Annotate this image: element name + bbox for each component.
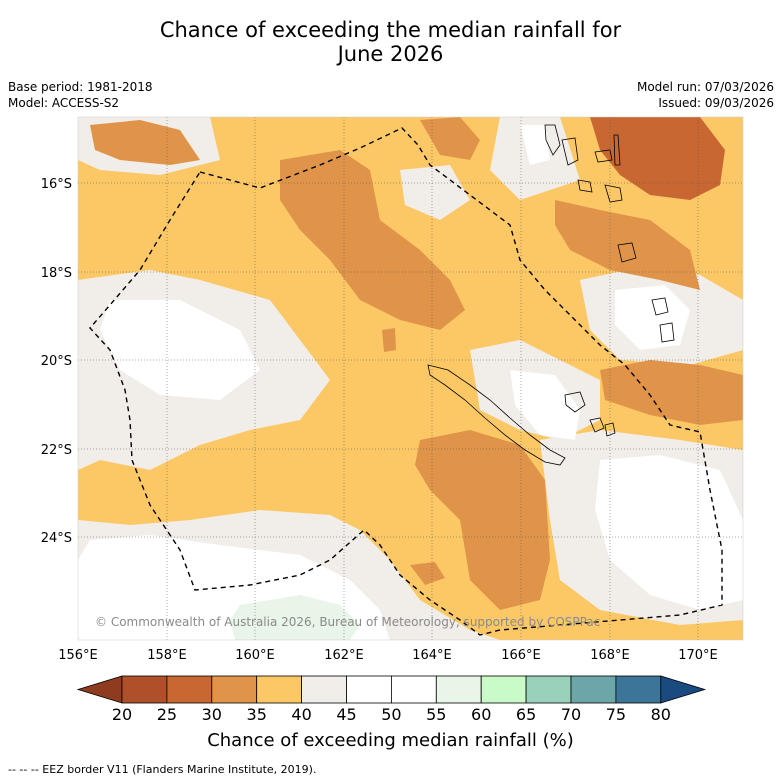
region-30-35-northwest <box>90 120 200 165</box>
vanuatu-island-9 <box>659 322 675 343</box>
vanuatu-island-1 <box>544 124 561 156</box>
base-period: Base period: 1981-2018 <box>8 80 153 94</box>
lat-tick-label: 20°S <box>41 354 72 369</box>
vanuatu-island-5 <box>604 184 623 203</box>
region-60-65-south <box>230 595 360 640</box>
colorbar-tick-label: 60 <box>471 705 491 724</box>
model-run: Model run: 07/03/2026 <box>636 80 774 94</box>
region-30-35-central <box>280 150 465 330</box>
loyalty-island-3 <box>604 422 616 437</box>
colorbar-swatch <box>256 675 303 704</box>
graticule <box>78 117 743 640</box>
region-30-35-south <box>415 430 550 610</box>
title-line-1: Chance of exceeding the median rainfall … <box>159 18 622 42</box>
region-50-60-east <box>595 455 743 610</box>
colorbar-tick-label: 50 <box>381 705 401 724</box>
colorbar-swatch <box>435 675 482 704</box>
colorbar-tick-label: 45 <box>336 705 356 724</box>
colorbar-swatch <box>570 675 617 704</box>
lon-tick-label: 170°E <box>678 648 718 663</box>
probability-field <box>78 117 743 640</box>
vanuatu-island-2 <box>561 137 579 166</box>
colorbar: 20 25 30 35 40 45 50 55 60 65 70 75 80 <box>76 675 707 724</box>
colorbar-title: Chance of exceeding median rainfall (%) <box>207 730 574 751</box>
colorbar-tick-label: 35 <box>247 705 267 724</box>
lat-tick-label: 22°S <box>41 443 72 458</box>
model-name: Model: ACCESS-S2 <box>8 96 120 110</box>
vanuatu-island-7 <box>617 242 637 263</box>
colorbar-tick-label: 40 <box>291 705 311 724</box>
colorbar-tick-label: 75 <box>606 705 626 724</box>
colorbar-tick-label: 70 <box>561 705 581 724</box>
colorbar-swatch <box>615 675 662 704</box>
vanuatu-island-4 <box>613 134 621 166</box>
region-30-35-east <box>600 360 743 425</box>
loyalty-island-1 <box>564 391 586 413</box>
eez-border <box>89 127 723 636</box>
lon-tick-labels: 156°E 158°E 160°E 162°E 164°E 166°E 168°… <box>58 648 718 663</box>
region-30-35-north <box>420 117 480 160</box>
region-30-35-small <box>410 562 445 585</box>
lon-tick-label: 164°E <box>412 648 452 663</box>
colorbar-swatch <box>390 675 437 704</box>
colorbar-tick-label: 65 <box>516 705 536 724</box>
colorbar-swatch <box>121 675 168 704</box>
region-50-60-west <box>100 300 260 400</box>
region-25-30-northeast <box>590 117 725 200</box>
colorbar-tick-label: 25 <box>157 705 177 724</box>
colorbar-swatch <box>346 675 392 704</box>
colorbar-extend-low <box>76 675 123 704</box>
region-30-35-speck <box>382 328 396 352</box>
vanuatu-island-6 <box>577 179 593 193</box>
new-caledonia-outline <box>427 364 566 466</box>
colorbar-tick-label: 80 <box>651 705 671 724</box>
map-frame <box>77 116 744 641</box>
lat-tick-label: 16°S <box>41 177 72 192</box>
region-50-60-loyalty <box>510 370 580 440</box>
vanuatu-island-8 <box>651 297 669 316</box>
colorbar-swatch <box>166 675 213 704</box>
lat-tick-label: 18°S <box>41 266 72 281</box>
colorbar-swatch <box>525 675 572 704</box>
colorbar-swatch <box>211 675 258 704</box>
lon-tick-label: 162°E <box>324 648 364 663</box>
colorbar-extend-high <box>660 675 707 704</box>
colorbar-tick-label: 20 <box>112 705 132 724</box>
eez-footnote: -- -- -- EEZ border V11 (Flanders Marine… <box>8 763 317 776</box>
lon-tick-label: 168°E <box>590 648 630 663</box>
meta-left: Base period: 1981-2018 Model: ACCESS-S2 <box>8 79 153 111</box>
colorbar-swatch <box>301 675 347 704</box>
lon-tick-label: 166°E <box>501 648 541 663</box>
copyright-notice: © Commonwealth of Australia 2026, Bureau… <box>95 615 601 629</box>
colorbar-tick-label: 55 <box>426 705 446 724</box>
region-50-60-north <box>520 125 550 165</box>
colorbar-swatch <box>480 675 527 704</box>
lon-tick-label: 156°E <box>58 648 98 663</box>
loyalty-island-2 <box>589 417 605 433</box>
map-title: Chance of exceeding the median rainfall … <box>0 18 781 66</box>
region-40-50-central-north <box>400 165 470 220</box>
lat-tick-label: 24°S <box>41 531 72 546</box>
lon-tick-label: 160°E <box>235 648 275 663</box>
meta-right: Model run: 07/03/2026 Issued: 09/03/2026 <box>637 79 774 111</box>
issued-date: Issued: 09/03/2026 <box>658 96 774 110</box>
vanuatu-island-3 <box>594 149 613 163</box>
region-50-60-vanuatu-south <box>615 285 690 350</box>
title-line-2: June 2026 <box>337 42 444 66</box>
lon-tick-label: 158°E <box>147 648 187 663</box>
colorbar-tick-label: 30 <box>202 705 222 724</box>
lat-tick-labels: 16°S 18°S 20°S 22°S 24°S <box>41 177 72 546</box>
region-30-35-vanuatu <box>555 200 700 290</box>
